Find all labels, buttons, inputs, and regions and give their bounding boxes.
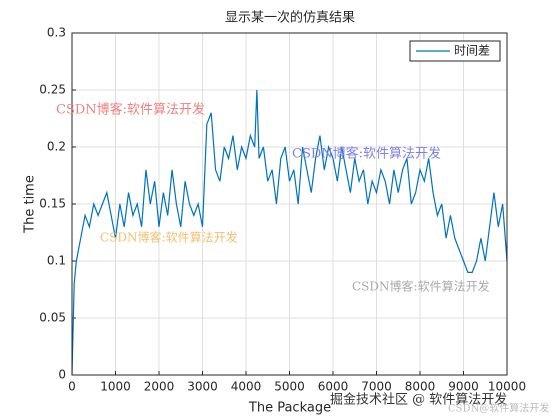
data-line [71, 89, 508, 376]
y-axis-label: The time [23, 175, 38, 234]
legend-box [409, 40, 501, 62]
x-tick-label: 7000 [361, 380, 392, 394]
y-tick-label: 0.25 [39, 83, 66, 97]
x-axis-label: The Package [248, 401, 331, 416]
x-tick-label: 0 [68, 380, 76, 394]
x-tick-label: 5000 [274, 380, 305, 394]
watermark: CSDN博客:软件算法开发 [56, 102, 205, 118]
y-tick-label: 0.2 [47, 140, 66, 154]
axes-box [71, 32, 508, 376]
watermark: CSDN@软件算法开发 [448, 402, 549, 415]
legend-label: 时间差 [454, 44, 490, 58]
chart-title: 显示某一次的仿真结果 [225, 10, 355, 26]
x-tick-label: 1000 [100, 380, 131, 394]
watermark: CSDN博客:软件算法开发 [292, 146, 441, 162]
x-tick-label: 9000 [448, 380, 479, 394]
x-tick-label: 8000 [405, 380, 436, 394]
watermark: CSDN博客:软件算法开发 [100, 230, 238, 245]
watermark: 掘金技术社区 @ 软件算法开发 [330, 392, 507, 408]
x-tick-label: 2000 [144, 380, 175, 394]
y-tick-label: 0 [58, 368, 66, 382]
y-tick-label: 0.3 [47, 26, 66, 40]
y-tick-label: 0.1 [47, 254, 66, 268]
x-tick-label: 4000 [231, 380, 262, 394]
y-tick-label: 0.05 [39, 311, 66, 325]
x-tick-label: 6000 [318, 380, 349, 394]
x-tick-label: 10000 [488, 380, 526, 394]
x-tick-label: 3000 [187, 380, 218, 394]
watermark: CSDN博客:软件算法开发 [352, 279, 490, 294]
y-tick-label: 0.15 [39, 197, 66, 211]
